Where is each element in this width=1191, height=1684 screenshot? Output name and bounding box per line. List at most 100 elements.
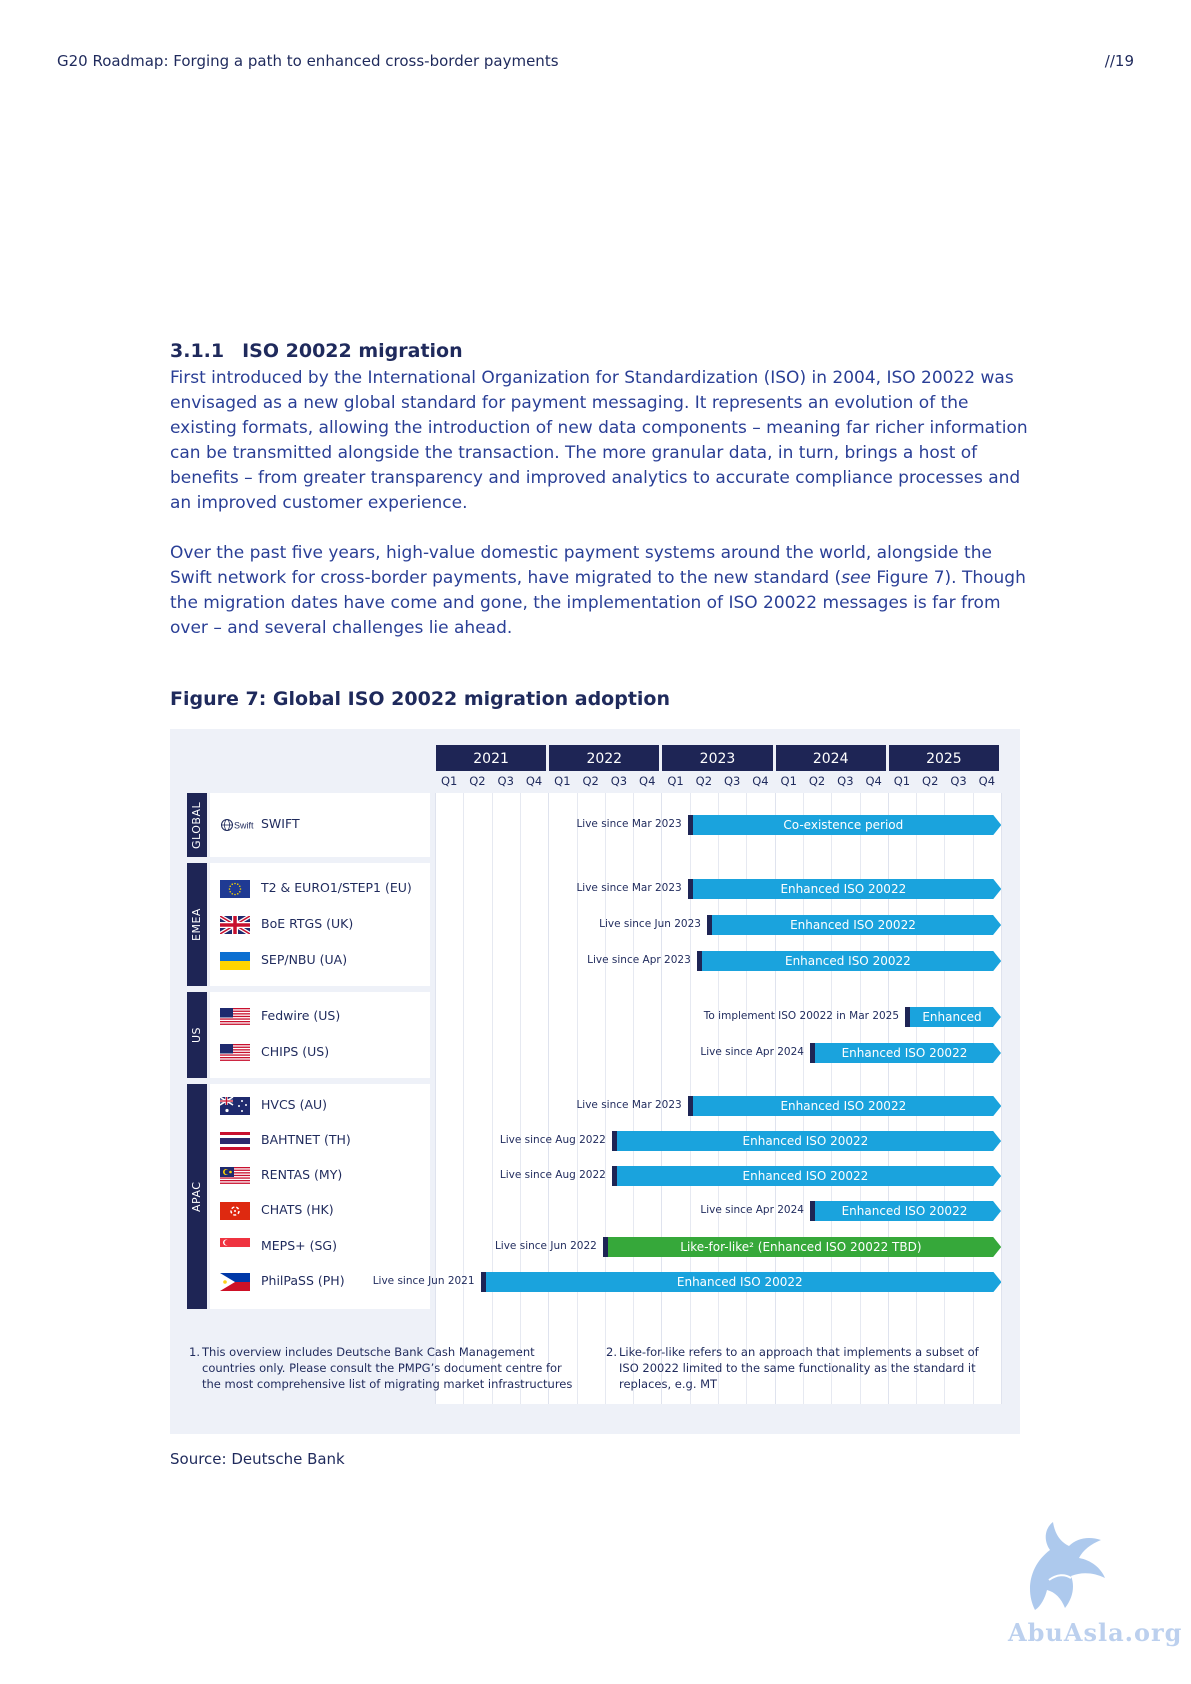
quarter-header: Q3 <box>950 774 967 788</box>
paragraph-2-part-a: Over the past five years, high-value dom… <box>170 543 992 588</box>
system-label-panel <box>210 992 430 1078</box>
svg-text:Swift: Swift <box>234 821 254 831</box>
go-live-marker <box>687 1096 693 1116</box>
hk-flag-icon <box>220 1202 250 1220</box>
quarter-header: Q2 <box>808 774 826 788</box>
eu-flag-icon <box>220 880 250 898</box>
quarter-header: Q3 <box>723 774 741 788</box>
footnote-2: 2. Like-for-like refers to an approach t… <box>606 1344 996 1404</box>
region-label-us: US <box>190 1026 203 1044</box>
system-name: SEP/NBU (UA) <box>261 952 348 967</box>
ua-flag-icon <box>220 952 250 970</box>
live-since-label: Live since Mar 2023 <box>576 1099 682 1111</box>
quarter-header: Q1 <box>780 774 797 788</box>
year-header-2022: 2022 <box>549 745 660 771</box>
grid-line <box>633 793 635 1404</box>
live-since-label: Live since Aug 2022 <box>499 1169 606 1181</box>
grid-line <box>491 793 493 1404</box>
system-name: HVCS (AU) <box>261 1097 328 1112</box>
go-live-marker <box>480 1272 486 1292</box>
bar-label: Enhanced ISO 20022 <box>780 882 907 896</box>
us-flag-icon <box>220 1008 250 1026</box>
system-name: CHATS (HK) <box>261 1202 334 1217</box>
bar-label: Like-for-like² (Enhanced ISO 20022 TBD) <box>680 1240 922 1254</box>
grid-line <box>661 793 663 1404</box>
ph-flag-icon <box>220 1273 250 1291</box>
section-title: ISO 20022 migration <box>242 340 463 362</box>
footnote-2-number: 2. <box>606 1345 617 1359</box>
year-header-2025: 2025 <box>888 745 999 771</box>
grid-line <box>435 793 436 1404</box>
live-since-label: Live since Jun 2023 <box>599 918 701 930</box>
figure-title: Figure 7: Global ISO 20022 migration ado… <box>170 688 671 710</box>
grid-line <box>463 793 465 1404</box>
paragraph-2-see: see <box>841 568 871 588</box>
region-bar-apac <box>187 1084 207 1309</box>
quarter-header: Q2 <box>582 774 599 788</box>
timeline-bar <box>689 815 1001 835</box>
timeline-bar <box>604 1237 1001 1257</box>
footnote-1-number: 1. <box>189 1345 200 1359</box>
system-name: SWIFT <box>261 816 300 831</box>
bar-label: Enhanced ISO 20022 <box>780 1099 907 1113</box>
grid-line <box>604 793 606 1404</box>
live-since-label: Live since Mar 2023 <box>576 818 682 830</box>
live-since-label: To implement ISO 20022 in Mar 2025 <box>703 1010 900 1022</box>
footnote-1-text: This overview includes Deutsche Bank Cas… <box>202 1345 573 1391</box>
system-name: MEPS+ (SG) <box>261 1238 337 1253</box>
system-name: BAHTNET (TH) <box>261 1132 351 1147</box>
th-flag-icon <box>220 1132 250 1150</box>
live-since-label: Live since Aug 2022 <box>499 1134 606 1146</box>
timeline-bar <box>907 1007 1001 1027</box>
grid-line <box>548 793 550 1404</box>
timeline-bar <box>811 1043 1001 1063</box>
year-header-2021: 2021 <box>436 745 547 771</box>
system-label-panel <box>210 793 430 857</box>
quarter-header: Q2 <box>695 774 713 788</box>
live-since-label: Live since Jun 2022 <box>494 1240 597 1252</box>
my-flag-icon <box>220 1167 250 1185</box>
grid-line <box>519 793 521 1404</box>
timeline-bar <box>698 951 1001 971</box>
timeline-bar <box>613 1131 1001 1151</box>
region-label-global: GLOBAL <box>190 801 203 849</box>
go-live-marker <box>687 815 693 835</box>
year-header-2024: 2024 <box>775 745 886 771</box>
timeline-bar <box>482 1272 1001 1292</box>
timeline-bar <box>689 1096 1001 1116</box>
region-bar-global <box>187 793 207 857</box>
go-live-marker <box>611 1166 617 1186</box>
watermark-bird-logo <box>1005 1520 1115 1619</box>
quarter-header: Q1 <box>554 774 571 788</box>
bar-label: Enhanced ISO 20022 <box>742 1169 869 1183</box>
quarter-header: Q3 <box>610 774 628 788</box>
bar-label: Enhanced ISO 20022 <box>742 1134 869 1148</box>
go-live-marker <box>687 879 693 899</box>
live-since-label: Live since Apr 2023 <box>587 954 691 966</box>
live-since-label: Live since Jun 2021 <box>372 1275 475 1287</box>
us-flag-icon <box>220 1044 250 1062</box>
quarter-header: Q1 <box>440 774 458 788</box>
system-name: T2 & EURO1/STEP1 (EU) <box>261 880 412 895</box>
page-number: //19 <box>1104 52 1134 70</box>
section-heading: 3.1.1 ISO 20022 migration <box>170 340 463 362</box>
quarter-header: Q3 <box>497 774 514 788</box>
timeline-bar <box>811 1201 1001 1221</box>
region-label-apac: APAC <box>190 1181 203 1212</box>
bar-label: Enhanced ISO 20022 <box>790 918 916 932</box>
system-name: Fedwire (US) <box>261 1008 341 1023</box>
go-live-marker <box>809 1043 815 1063</box>
figure-source: Source: Deutsche Bank <box>170 1450 345 1468</box>
footnote-1: 1. This overview includes Deutsche Bank … <box>189 1344 584 1404</box>
system-name: RENTAS (MY) <box>261 1167 343 1182</box>
quarter-header: Q4 <box>639 774 656 788</box>
quarter-header: Q4 <box>978 774 996 788</box>
timeline-bar <box>613 1166 1001 1186</box>
paragraph-2-part-b: Figure 7). Though the migration dates ha… <box>170 568 1026 638</box>
go-live-marker <box>809 1201 815 1221</box>
go-live-marker <box>696 951 702 971</box>
region-bar-us <box>187 992 207 1078</box>
timeline-bar <box>708 915 1001 935</box>
grid-line <box>576 793 578 1404</box>
quarter-header: Q4 <box>525 774 543 788</box>
